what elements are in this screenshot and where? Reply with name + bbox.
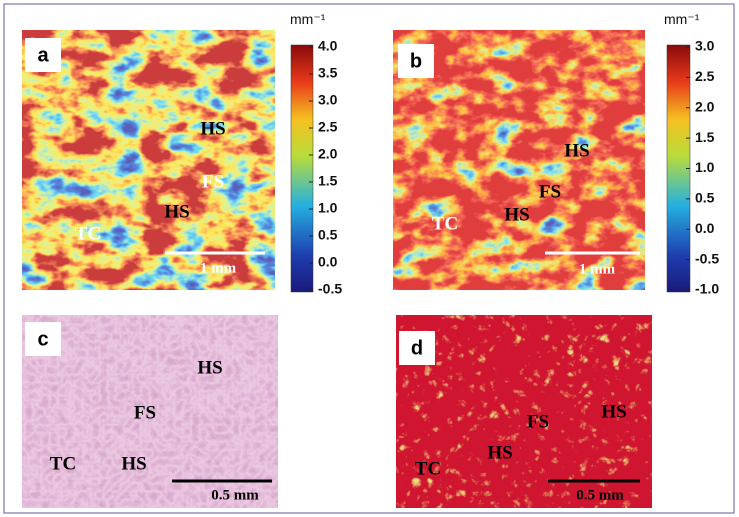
colorbar-tick-label: 2.5 [695, 68, 715, 84]
annotation: TC [415, 458, 441, 479]
annotation: HS [200, 118, 225, 139]
figure: a b c d HS FS HS TC HS FS HS TC HS FS TC… [0, 0, 739, 517]
annotation: TC [75, 223, 101, 244]
scale-bar-label: 1 mm [579, 261, 616, 277]
annotation: FS [527, 411, 549, 432]
panel-label: c [37, 328, 48, 350]
scale-bar-label: 0.5 mm [211, 487, 259, 503]
panel-label: a [37, 44, 49, 66]
annotation: TC [50, 453, 76, 474]
colorbar-tick-label: -1.0 [695, 281, 719, 297]
annotation: FS [134, 402, 156, 423]
colorbar-tick-label: 4.0 [318, 38, 338, 54]
panel-label: d [411, 337, 423, 359]
annotation: FS [539, 181, 561, 202]
annotation: HS [121, 453, 146, 474]
colorbar-tick-label: -0.5 [695, 250, 719, 266]
colorbar-tick-label: 2.0 [318, 146, 338, 162]
annotation: HS [197, 357, 222, 378]
annotation: HS [504, 204, 529, 225]
colorbar-tick-label: 3.5 [318, 65, 338, 81]
colorbar-tick-label: 3.0 [695, 38, 715, 54]
colorbar-unit: mm⁻¹ [664, 11, 700, 27]
scale-bar-label: 1 mm [200, 260, 237, 276]
panel-label: b [410, 50, 422, 72]
annotation: HS [487, 442, 512, 463]
colorbar-tick-label: 1.5 [695, 129, 715, 145]
colorbar-tick-label: 0.0 [318, 254, 338, 270]
colorbar-tick-label: 1.0 [318, 200, 338, 216]
annotation: FS [202, 171, 224, 192]
colorbar-tick-label: 2.5 [318, 119, 338, 135]
annotation: HS [164, 201, 189, 222]
colorbar-unit: mm⁻¹ [290, 11, 326, 27]
colorbar-tick-label: 0.5 [695, 190, 715, 206]
colorbar-tick-label: 3.0 [318, 92, 338, 108]
colorbar-tick-label: 1.5 [318, 173, 338, 189]
colorbar-tick-label: 0.0 [695, 220, 715, 236]
colorbar-tick-label: 0.5 [318, 227, 338, 243]
annotation: HS [601, 401, 626, 422]
colorbar-tick-label: 1.0 [695, 159, 715, 175]
colorbar-tick-label: 2.0 [695, 98, 715, 114]
colorbar-tick-label: -0.5 [318, 281, 342, 297]
annotation: HS [564, 140, 589, 161]
colorbar [291, 45, 313, 292]
annotation: TC [432, 213, 458, 234]
scale-bar-label: 0.5 mm [576, 487, 624, 503]
